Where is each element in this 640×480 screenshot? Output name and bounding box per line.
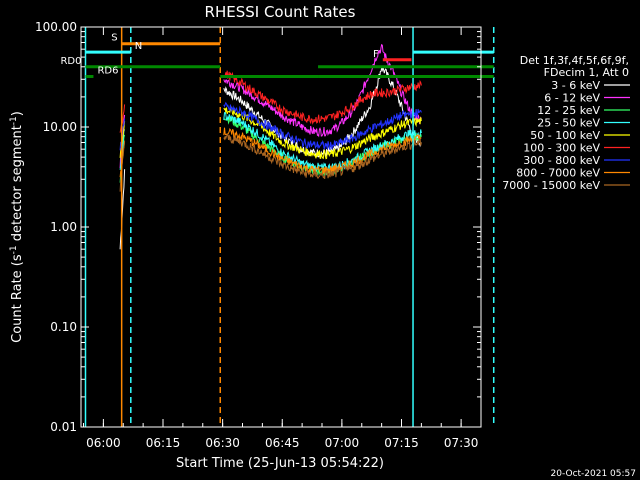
legend-entry-label: 50 - 100 keV bbox=[530, 129, 600, 142]
state-bar-label: S bbox=[111, 33, 117, 44]
legend-entry-label: 300 - 800 keV bbox=[523, 154, 600, 167]
state-bar-label: F bbox=[373, 49, 379, 60]
y-tick-label: 0.01 bbox=[50, 420, 77, 434]
legend-header-line: Det 1f,3f,4f,5f,6f,9f, bbox=[520, 54, 629, 67]
y-axis-label-sup2: -1 bbox=[9, 116, 19, 125]
x-tick-label: 06:45 bbox=[265, 436, 300, 450]
y-tick-label: 0.10 bbox=[50, 320, 77, 334]
legend-header-line: FDecim 1, Att 0 bbox=[544, 66, 629, 79]
x-axis-label: Start Time (25-Jun-13 05:54:22) bbox=[176, 456, 384, 471]
state-bar-label: RD0 bbox=[60, 56, 81, 67]
plot-area: S N RD0 RD6 F bbox=[60, 27, 495, 427]
state-bar-label: RD6 bbox=[97, 65, 118, 76]
y-tick-label: 100.00 bbox=[35, 20, 77, 34]
y-axis-label-prefix: Count Rate (s bbox=[10, 254, 25, 343]
x-tick-label: 06:30 bbox=[205, 436, 240, 450]
y-axis: 100.00 10.00 1.00 0.10 0.01 bbox=[35, 20, 481, 434]
legend-entry-label: 25 - 50 keV bbox=[537, 117, 600, 130]
legend-entry-label: 800 - 7000 keV bbox=[516, 167, 600, 180]
y-axis-label: Count Rate (s-1 detector segment-1) bbox=[9, 111, 25, 343]
y-tick-label: 1.00 bbox=[50, 220, 77, 234]
chart-title: RHESSI Count Rates bbox=[205, 3, 356, 21]
y-tick-label: 10.00 bbox=[43, 120, 77, 134]
legend-entry-label: 7000 - 15000 keV bbox=[502, 179, 600, 192]
state-bar-label: N bbox=[135, 41, 142, 52]
x-tick-label: 06:00 bbox=[86, 436, 121, 450]
y-axis-label-suffix: ) bbox=[10, 111, 25, 116]
legend-entry-label: 3 - 6 keV bbox=[551, 79, 600, 92]
x-tick-label: 06:15 bbox=[146, 436, 181, 450]
legend: Det 1f,3f,4f,5f,6f,9f,FDecim 1, Att 03 -… bbox=[502, 54, 630, 192]
y-axis-label-mid: detector segment bbox=[10, 125, 25, 245]
x-tick-label: 07:00 bbox=[325, 436, 360, 450]
footer-timestamp: 20-Oct-2021 05:57 bbox=[551, 469, 636, 479]
x-tick-label: 07:15 bbox=[384, 436, 419, 450]
x-axis: 06:00 06:15 06:30 06:45 07:00 07:15 07:30 bbox=[83, 27, 482, 450]
y-axis-label-sup: -1 bbox=[9, 245, 19, 254]
legend-entry-label: 100 - 300 keV bbox=[523, 142, 600, 155]
legend-entry-label: 12 - 25 keV bbox=[537, 104, 600, 117]
x-tick-label: 07:30 bbox=[444, 436, 479, 450]
legend-entry-label: 6 - 12 keV bbox=[544, 92, 600, 105]
